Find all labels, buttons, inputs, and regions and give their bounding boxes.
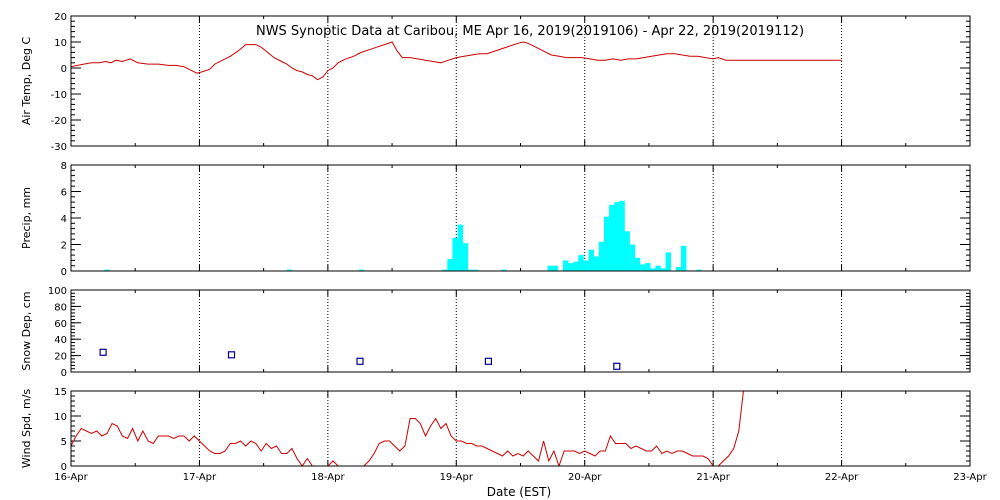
precip-bar [614, 202, 620, 271]
precip-bar [573, 261, 579, 271]
snow-depth-point [227, 351, 236, 359]
wind-speed-y-tick-label: 5 [61, 437, 67, 448]
snow-depth-y-tick-label: 60 [54, 319, 67, 330]
snow-depth-point [356, 357, 364, 365]
precip-data [104, 200, 702, 271]
precip-bar [462, 243, 469, 271]
precip-bar [609, 204, 615, 271]
precip-bar [598, 241, 605, 271]
precip-bar [593, 256, 600, 271]
precip-bar [675, 267, 682, 271]
precip-bar [604, 216, 610, 271]
precip-bar [442, 269, 448, 271]
precip-bar [624, 231, 630, 271]
x-tick-label: 20-Apr [568, 472, 602, 483]
precip-y-tick-label: 0 [61, 267, 67, 278]
wind-speed-frame [70, 390, 971, 467]
precip-bar [568, 263, 574, 271]
precip-bar [447, 259, 453, 271]
precip-bar [660, 268, 666, 271]
snow-depth-point [613, 362, 621, 370]
snow-depth-data [99, 348, 621, 370]
air-temp-data [71, 41, 842, 81]
wind-speed-series-line [71, 391, 744, 466]
precip-bar [619, 200, 625, 271]
snow-depth-point [484, 357, 492, 365]
wind-speed-y-tick-label: 0 [61, 462, 67, 473]
precip-bar [473, 269, 479, 271]
precip-bar [358, 269, 365, 271]
precip-bar [578, 255, 584, 271]
precip-y-tick-label: 2 [61, 241, 67, 252]
wind-speed-y-tick-label: 10 [54, 412, 67, 423]
x-tick-label: 21-Apr [696, 472, 730, 483]
precip-bar [501, 269, 507, 271]
snow-depth-y-tick-label: 0 [61, 368, 67, 379]
wind-speed-y-tick-label: 15 [54, 387, 67, 398]
x-tick-label: 16-Apr [54, 472, 88, 483]
precip-bar [457, 224, 463, 271]
precip-bar [665, 252, 671, 271]
x-tick-label: 23-Apr [953, 472, 987, 483]
precip-y-axis-label: Precip, mm [20, 187, 33, 249]
air-temp-panel: -30 -20 -10 0 10 20 Air Temp, Deg C [20, 12, 971, 153]
precip-bar [562, 260, 569, 271]
precip-bar [655, 265, 661, 271]
precip-bar [634, 257, 641, 271]
wind-speed-panel: 0 5 10 15 Wind Spd, m/s [20, 387, 971, 473]
air-temp-frame [70, 15, 971, 147]
precip-bar [645, 263, 651, 271]
air-temp-y-tick-label: 20 [54, 12, 67, 23]
x-axis-label: Date (EST) [487, 485, 551, 499]
air-temp-y-tick-label: 0 [61, 64, 67, 75]
precip-bar [583, 260, 589, 271]
air-temp-series-line [71, 41, 842, 81]
snow-depth-y-tick-label: 40 [54, 335, 67, 346]
snow-depth-panel: 0 20 40 60 80 100 Snow Dep, cm [20, 286, 971, 379]
air-temp-y-tick-label: -30 [51, 142, 67, 153]
x-tick-label: 19-Apr [440, 472, 474, 483]
wind-speed-data [71, 391, 744, 466]
precip-bar [681, 245, 687, 271]
air-temp-y-tick-label: 10 [54, 38, 67, 49]
x-tick-label: 18-Apr [311, 472, 345, 483]
precip-bar [696, 269, 702, 271]
snow-depth-y-tick-label: 80 [54, 302, 67, 313]
precip-bar [452, 237, 458, 271]
precip-bar [467, 269, 474, 271]
precip-y-tick-label: 4 [61, 214, 67, 225]
snow-depth-frame [70, 289, 971, 373]
x-tick-label: 22-Apr [825, 472, 859, 483]
air-temp-y-tick-label: -10 [51, 90, 67, 101]
precip-y-tick-label: 8 [61, 161, 67, 172]
snow-depth-y-axis-label: Snow Dep, cm [20, 291, 33, 370]
precip-bar [639, 264, 646, 271]
chart-title: NWS Synoptic Data at Caribou, ME Apr 16,… [256, 24, 804, 39]
precip-bar [650, 268, 656, 271]
air-temp-y-axis-label: Air Temp, Deg C [20, 37, 33, 126]
precip-y-tick-label: 6 [61, 188, 67, 199]
chart-panels: -30 -20 -10 0 10 20 Air Temp, Deg C 0 2 4 6 8 Precip… [20, 12, 971, 473]
air-temp-y-tick-label: -20 [51, 116, 67, 127]
precip-bar [104, 269, 110, 271]
snow-depth-y-tick-label: 100 [48, 286, 67, 297]
snow-depth-y-tick-label: 20 [54, 352, 67, 363]
precip-bar [588, 249, 594, 271]
precip-bar [286, 269, 293, 271]
x-tick-label: 17-Apr [183, 472, 217, 483]
precip-bar [552, 265, 558, 271]
precip-bar [547, 265, 553, 271]
precip-bar [629, 244, 636, 271]
wind-speed-y-axis-label: Wind Spd, m/s [20, 389, 33, 469]
precip-panel: 0 2 4 6 8 Precip, mm [20, 161, 971, 278]
precip-frame [70, 164, 971, 272]
snow-depth-point [99, 348, 107, 356]
